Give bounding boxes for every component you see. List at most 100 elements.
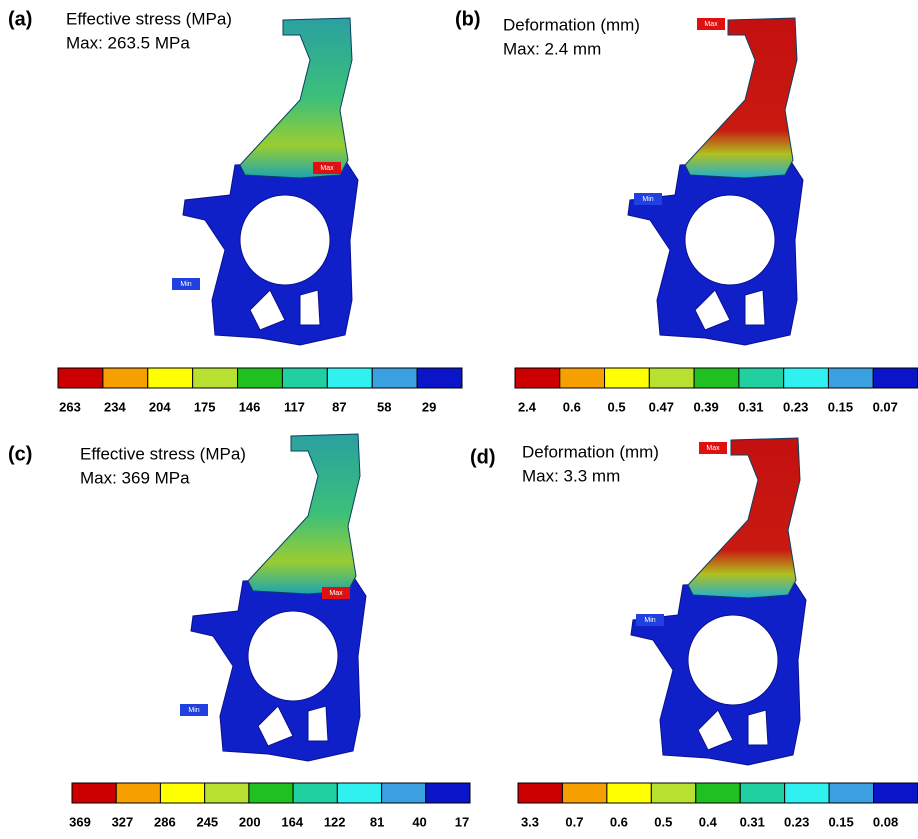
colorbar-segment	[372, 368, 417, 388]
colorbar-segment	[560, 368, 605, 388]
colorbar-label: 0.5	[608, 399, 626, 414]
knuckle-body	[628, 160, 803, 345]
colorbar-label: 146	[239, 399, 261, 414]
marker-label: Min	[644, 617, 655, 624]
colorbar-segment	[72, 783, 116, 803]
marker-label: Max	[706, 445, 720, 452]
colorbar-label: 0.6	[563, 399, 581, 414]
colorbar-label: 122	[324, 814, 346, 829]
panel-title: Effective stress (MPa)	[66, 9, 232, 28]
colorbar-segment	[193, 368, 238, 388]
colorbar-segment	[518, 783, 562, 803]
colorbar-segment	[238, 368, 283, 388]
colorbar-segment	[426, 783, 470, 803]
colorbar-label: 0.4	[699, 814, 718, 829]
colorbar-label: 40	[412, 814, 426, 829]
knuckle	[628, 18, 803, 345]
colorbar-segment	[205, 783, 249, 803]
colorbar-label: 0.47	[649, 399, 674, 414]
panel-label: (b)	[455, 8, 481, 30]
colorbar-segment	[417, 368, 462, 388]
colorbar-label: 200	[239, 814, 261, 829]
colorbar-label: 0.7	[565, 814, 583, 829]
marker-label: Max	[704, 21, 718, 28]
colorbar-segment	[282, 368, 327, 388]
colorbar-segment	[249, 783, 293, 803]
colorbar-segment	[694, 368, 739, 388]
panel-max: Max: 3.3 mm	[522, 466, 620, 485]
figure: (a) Effective stress (MPa) Max: 263.5 MPa M…	[0, 0, 918, 834]
colorbar-segment	[873, 368, 918, 388]
colorbar-label: 369	[69, 814, 91, 829]
colorbar-label: 0.23	[783, 399, 808, 414]
colorbar-segment	[148, 368, 193, 388]
colorbar-segment	[696, 783, 740, 803]
colorbar-label: 204	[149, 399, 171, 414]
colorbar-label: 164	[281, 814, 303, 829]
colorbar-segment	[327, 368, 372, 388]
colorbar-label: 117	[284, 399, 305, 414]
colorbar-label: 3.3	[521, 814, 539, 829]
colorbar-label: 327	[112, 814, 134, 829]
marker-label: Max	[329, 590, 343, 597]
colorbar-segment	[293, 783, 337, 803]
colorbar-label: 0.23	[784, 814, 809, 829]
colorbar-segment	[116, 783, 160, 803]
knuckle-body	[191, 576, 366, 761]
panel-max: Max: 2.4 mm	[503, 39, 601, 58]
colorbar-label: 0.07	[873, 399, 898, 414]
colorbar-segment	[337, 783, 381, 803]
colorbar-segment	[607, 783, 651, 803]
knuckle-arm	[248, 434, 360, 594]
panel-label: (d)	[470, 446, 496, 468]
colorbar-segment	[515, 368, 560, 388]
colorbar-segment	[784, 368, 829, 388]
colorbar-label: 263	[59, 399, 81, 414]
colorbar-label: 58	[377, 399, 391, 414]
colorbar-segment	[874, 783, 918, 803]
colorbar-segment	[382, 783, 426, 803]
panel-title: Effective stress (MPa)	[80, 444, 246, 463]
colorbar-segment	[562, 783, 606, 803]
panel-title: Deformation (mm)	[522, 442, 659, 461]
knuckle-arm	[688, 438, 800, 598]
marker-label: Min	[180, 281, 191, 288]
colorbar-segment	[828, 368, 873, 388]
colorbar-label: 17	[455, 814, 469, 829]
colorbar-label: 2.4	[518, 399, 537, 414]
colorbar-label: 286	[154, 814, 176, 829]
panel-max: Max: 263.5 MPa	[66, 33, 190, 52]
knuckle-arm	[685, 18, 797, 178]
knuckle-arm	[240, 18, 352, 178]
colorbar-segment	[605, 368, 650, 388]
colorbar-segment	[103, 368, 148, 388]
colorbar-label: 0.08	[873, 814, 898, 829]
knuckle-body	[631, 580, 806, 765]
colorbar-label: 0.6	[610, 814, 628, 829]
marker-label: Max	[320, 165, 334, 172]
colorbar-label: 0.15	[828, 814, 853, 829]
colorbar-segment	[649, 368, 694, 388]
colorbar-label: 87	[332, 399, 346, 414]
colorbar-label: 0.39	[693, 399, 718, 414]
colorbar-label: 0.31	[738, 399, 763, 414]
colorbar-label: 0.15	[828, 399, 853, 414]
knuckle	[183, 18, 358, 345]
marker-label: Min	[188, 707, 199, 714]
panel-label: (a)	[8, 8, 32, 30]
colorbar-label: 0.5	[654, 814, 672, 829]
colorbar-segment	[829, 783, 873, 803]
colorbar-segment	[651, 783, 695, 803]
panel-label: (c)	[8, 443, 32, 465]
knuckle-body	[183, 160, 358, 345]
knuckle	[631, 438, 806, 765]
colorbar-label: 234	[104, 399, 126, 414]
colorbar-segment	[739, 368, 784, 388]
panel-max: Max: 369 MPa	[80, 468, 190, 487]
colorbar-label: 81	[370, 814, 384, 829]
colorbar-label: 29	[422, 399, 436, 414]
colorbar-segment	[740, 783, 784, 803]
colorbar-label: 0.31	[740, 814, 765, 829]
marker-label: Min	[642, 196, 653, 203]
colorbar-segment	[160, 783, 204, 803]
